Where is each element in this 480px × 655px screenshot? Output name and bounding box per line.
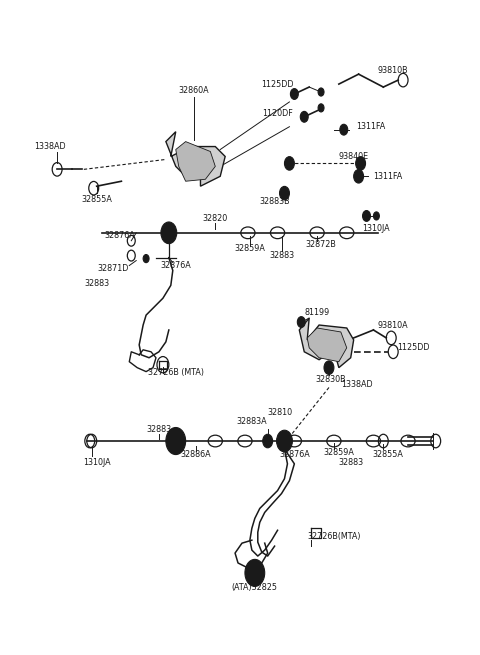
Circle shape [318, 88, 324, 96]
Circle shape [166, 428, 186, 455]
Circle shape [373, 212, 379, 220]
Circle shape [290, 88, 298, 100]
Text: 32883: 32883 [269, 251, 294, 260]
Text: 32872B: 32872B [306, 240, 336, 249]
Circle shape [362, 210, 371, 221]
Circle shape [245, 559, 264, 586]
Text: 93810B: 93810B [378, 66, 408, 75]
Text: 32855A: 32855A [373, 451, 404, 459]
Polygon shape [307, 328, 347, 362]
Text: 32883: 32883 [338, 458, 363, 467]
Text: 1338AD: 1338AD [341, 380, 372, 389]
Text: 1311FA: 1311FA [356, 122, 385, 131]
Text: 32883: 32883 [84, 279, 109, 288]
Circle shape [297, 316, 305, 328]
Text: 32859A: 32859A [234, 244, 265, 253]
Circle shape [161, 222, 177, 244]
Text: 32883A: 32883A [237, 417, 267, 426]
Circle shape [318, 104, 324, 112]
Text: 32820: 32820 [203, 214, 228, 223]
Text: 32855A: 32855A [81, 195, 112, 204]
Text: 32876A: 32876A [104, 231, 135, 240]
Text: 32860A: 32860A [178, 86, 209, 94]
Text: 32871D: 32871D [98, 264, 129, 273]
Text: 93810A: 93810A [378, 320, 408, 329]
Text: 32886A: 32886A [180, 451, 211, 459]
Text: 32830B: 32830B [316, 375, 346, 384]
Circle shape [143, 255, 149, 263]
Text: 1311FA: 1311FA [373, 172, 403, 181]
Polygon shape [166, 132, 225, 186]
Text: 1310JA: 1310JA [362, 225, 390, 233]
Circle shape [356, 157, 366, 170]
Circle shape [340, 124, 348, 135]
Circle shape [300, 111, 308, 122]
Circle shape [354, 170, 363, 183]
Circle shape [279, 187, 289, 200]
Text: (ATA)32825: (ATA)32825 [232, 583, 278, 592]
Text: 1310JA: 1310JA [83, 458, 110, 467]
Text: 1338AD: 1338AD [35, 142, 66, 151]
Circle shape [263, 434, 273, 448]
Text: 1125DD: 1125DD [397, 343, 429, 352]
Text: 32883: 32883 [146, 424, 171, 434]
Circle shape [285, 157, 294, 170]
Text: 81199: 81199 [304, 308, 330, 316]
Text: 32810: 32810 [267, 408, 292, 417]
Circle shape [276, 430, 292, 452]
Text: 32876A: 32876A [279, 451, 310, 459]
Polygon shape [300, 318, 354, 367]
Text: 32883B: 32883B [259, 196, 290, 206]
Polygon shape [176, 141, 216, 181]
Text: 32726B(MTA): 32726B(MTA) [307, 532, 360, 541]
Text: 93840E: 93840E [339, 152, 369, 161]
Circle shape [324, 361, 334, 375]
Text: 32859A: 32859A [324, 449, 354, 457]
Text: 32876A: 32876A [160, 261, 191, 270]
Text: 1120DF: 1120DF [262, 109, 293, 119]
Text: 1125DD: 1125DD [261, 79, 294, 88]
Text: 32726B (MTA): 32726B (MTA) [148, 368, 204, 377]
